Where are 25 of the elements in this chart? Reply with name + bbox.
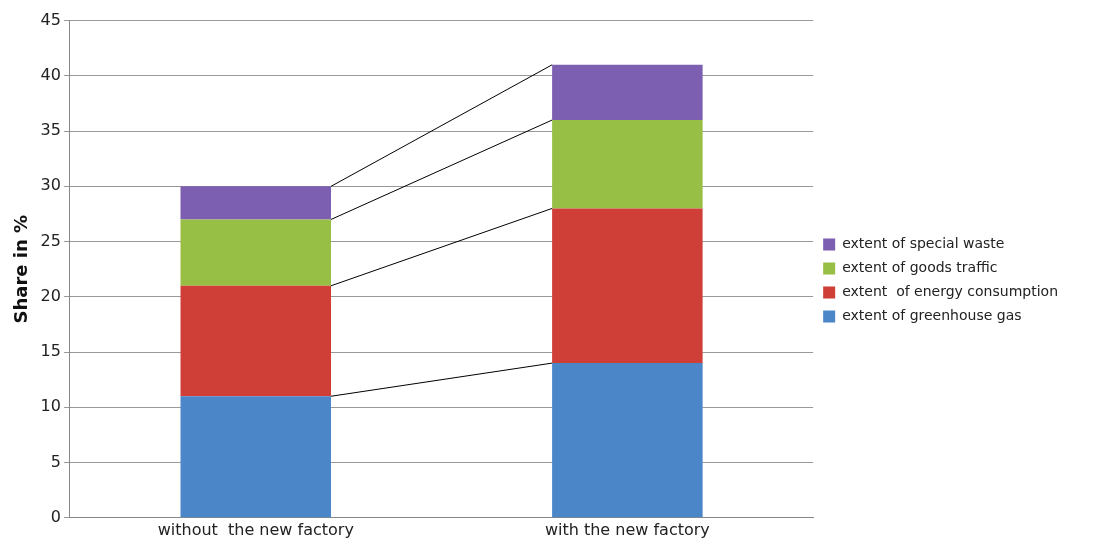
bar <box>180 285 332 397</box>
bar <box>552 208 703 364</box>
bar <box>180 219 332 286</box>
legend-label: extent of energy consumption <box>842 283 1059 300</box>
y-tick-label: 35 <box>40 120 61 140</box>
bar <box>552 363 703 518</box>
legend-label: extent of goods traffic <box>842 259 998 276</box>
y-tick-label: 25 <box>40 230 61 250</box>
bar <box>552 120 703 209</box>
x-tick-label: without the new factory <box>157 519 354 539</box>
legend-label: extent of greenhouse gas <box>842 307 1022 324</box>
y-tick-label: 20 <box>40 285 61 305</box>
y-tick-label: 45 <box>40 9 61 29</box>
x-tick-label: with the new factory <box>544 519 710 539</box>
y-tick-label: 15 <box>40 341 61 361</box>
y-tick-label: 40 <box>40 65 61 84</box>
y-tick-label: 10 <box>40 396 61 416</box>
legend-label: extent of special waste <box>842 235 1005 252</box>
y-tick-label: 30 <box>40 175 61 195</box>
bar <box>552 64 703 121</box>
y-tick-label: 0 <box>50 506 61 526</box>
y-axis-title: Share in % <box>10 214 32 324</box>
bar <box>180 186 332 220</box>
bar <box>180 396 332 518</box>
y-tick-label: 5 <box>50 451 61 471</box>
